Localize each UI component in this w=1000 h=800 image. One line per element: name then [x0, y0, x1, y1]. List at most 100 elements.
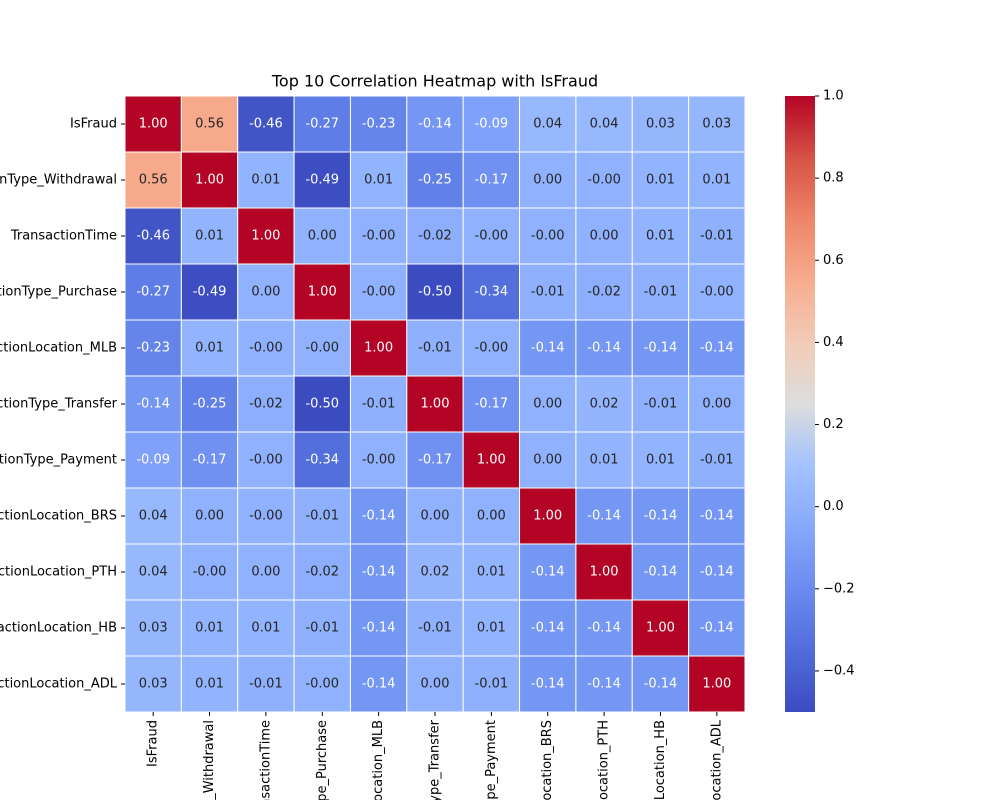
cell-label: -0.46	[136, 229, 170, 244]
cell-label: -0.01	[249, 677, 283, 692]
cell-label: -0.27	[305, 117, 339, 132]
heatmap-cell	[406, 543, 464, 601]
cell-label: -0.14	[700, 341, 734, 356]
heatmap-cell	[688, 207, 746, 265]
cell-label: 1.00	[364, 341, 393, 356]
heatmap-cell	[688, 95, 746, 153]
colorbar-tick-label: 0.6	[823, 253, 844, 268]
cell-label: 0.01	[477, 565, 506, 580]
heatmap-cell	[631, 487, 690, 545]
heatmap-cell	[406, 431, 464, 489]
colorbar-tick-label: 1.0	[823, 89, 844, 104]
heatmap-cell	[124, 207, 182, 265]
heatmap-cell	[237, 543, 295, 601]
heatmap-cell	[237, 207, 295, 265]
cell-label: 0.01	[646, 173, 675, 188]
heatmap-cell	[575, 263, 633, 321]
heatmap-cell	[406, 207, 464, 265]
cell-label: -0.14	[700, 509, 734, 524]
colorbar-tick-label: 0.8	[823, 171, 844, 186]
cell-label: 0.00	[533, 173, 562, 188]
heatmap-cell	[462, 207, 521, 265]
heatmap-cell	[180, 487, 239, 545]
cell-label: -0.14	[644, 677, 678, 692]
heatmap-cell	[237, 319, 295, 377]
heatmap-cell	[631, 655, 690, 713]
cell-label: 0.00	[421, 509, 450, 524]
cell-label: 0.03	[139, 677, 168, 692]
heatmap-cell	[519, 487, 577, 545]
cell-label: 0.01	[251, 621, 280, 636]
cell-label: 0.00	[533, 453, 562, 468]
x-tick-label: TransactionType_Transfer	[428, 719, 443, 800]
heatmap-cell	[519, 431, 577, 489]
cell-label: 0.02	[590, 397, 619, 412]
heatmap-cell	[124, 375, 182, 433]
heatmap-cell	[124, 543, 182, 601]
heatmap-cell	[293, 375, 351, 433]
heatmap-cell	[180, 95, 239, 153]
cell-label: -0.14	[136, 397, 170, 412]
cell-label: -0.25	[193, 397, 227, 412]
cell-label: -0.14	[644, 565, 678, 580]
cell-label: 1.00	[251, 229, 280, 244]
cell-label: 0.03	[702, 117, 731, 132]
cell-label: -0.09	[475, 117, 509, 132]
cell-label: 1.00	[195, 173, 224, 188]
heatmap-cell	[575, 543, 633, 601]
heatmap-cell	[688, 599, 746, 657]
cell-label: 0.01	[646, 453, 675, 468]
heatmap-cell	[575, 655, 633, 713]
cell-label: -0.17	[193, 453, 227, 468]
cell-label: -0.23	[136, 341, 170, 356]
y-tick-label: TransactionType_Withdrawal	[0, 173, 117, 188]
cell-label: 1.00	[646, 621, 675, 636]
heatmap-cell	[349, 599, 408, 657]
cell-label: -0.14	[587, 621, 621, 636]
cell-label: -0.01	[418, 621, 452, 636]
heatmap-cell	[519, 95, 577, 153]
cell-label: -0.17	[418, 453, 452, 468]
heatmap-cell	[124, 431, 182, 489]
y-tick-label: TransactionType_Payment	[0, 453, 117, 468]
x-tick-label: TransactionLocation_PTH	[597, 720, 612, 800]
cell-label: -0.14	[362, 565, 396, 580]
y-tick-label: TransactionType_Transfer	[0, 397, 118, 412]
x-tick-label: TransactionLocation_HB	[653, 720, 668, 800]
cell-label: 1.00	[308, 285, 337, 300]
heatmap-cell	[406, 487, 464, 545]
heatmap-cell	[349, 655, 408, 713]
cell-label: -0.49	[305, 173, 339, 188]
cell-label: -0.49	[193, 285, 227, 300]
heatmap-cell	[349, 487, 408, 545]
heatmap-cell	[293, 263, 351, 321]
cell-label: 0.56	[195, 117, 224, 132]
cell-label: -0.01	[362, 397, 396, 412]
cell-label: -0.34	[475, 285, 509, 300]
y-tick-label: TransactionType_Purchase	[0, 285, 117, 300]
cell-label: 0.04	[533, 117, 562, 132]
cell-label: -0.14	[362, 677, 396, 692]
cell-label: -0.23	[362, 117, 396, 132]
cell-label: 0.04	[590, 117, 619, 132]
x-tick-label: TransactionTime	[258, 720, 273, 800]
heatmap-cell	[688, 375, 746, 433]
cell-label: -0.14	[644, 341, 678, 356]
heatmap-cell	[406, 375, 464, 433]
cell-label: -0.01	[644, 285, 678, 300]
cell-label: -0.34	[305, 453, 339, 468]
chart-title: Top 10 Correlation Heatmap with IsFraud	[271, 72, 598, 91]
cell-label: 0.01	[364, 173, 393, 188]
y-tick-label: IsFraud	[70, 117, 117, 132]
heatmap-cell	[124, 487, 182, 545]
heatmap-cell	[124, 599, 182, 657]
cell-label: 0.03	[139, 621, 168, 636]
cell-label: -0.09	[136, 453, 170, 468]
heatmap-cell	[180, 431, 239, 489]
cell-label: 0.00	[251, 565, 280, 580]
cell-label: -0.00	[362, 285, 396, 300]
cell-label: -0.00	[362, 453, 396, 468]
heatmap-cell	[575, 599, 633, 657]
heatmap-cell	[237, 95, 295, 153]
